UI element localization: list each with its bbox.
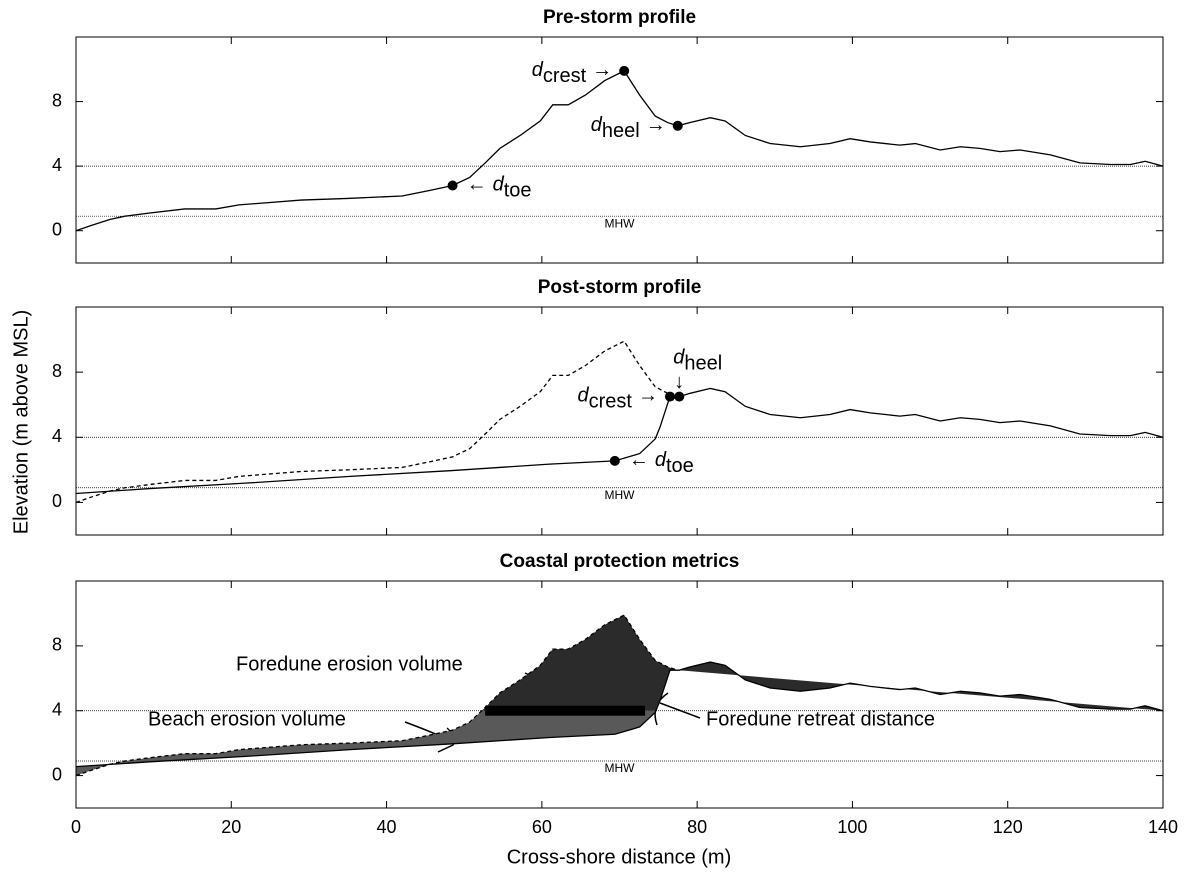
x-tick-label: 120	[993, 817, 1023, 837]
point	[664, 391, 675, 402]
arrow: ↓	[674, 371, 684, 393]
retreat-bar	[485, 705, 646, 716]
symbol: d	[591, 114, 603, 136]
retreat-label: Foredune retreat distance	[706, 708, 935, 730]
y-tick-label: 4	[52, 155, 62, 175]
y-tick-label: 8	[52, 90, 62, 110]
x-tick-label: 60	[532, 817, 552, 837]
profile-line	[75, 661, 1164, 768]
chart-title: Coastal protection metrics	[500, 551, 740, 572]
point-label: dcrest →	[532, 59, 612, 87]
x-tick-label: 40	[377, 817, 397, 837]
erosion-area	[481, 615, 1163, 711]
point-label: ← dtoe	[467, 174, 532, 202]
subscript: heel	[602, 120, 640, 142]
point	[672, 120, 683, 131]
symbol: d	[577, 385, 589, 407]
x-tick-label: 100	[837, 817, 867, 837]
point	[609, 455, 620, 466]
subscript: heel	[684, 353, 722, 375]
point	[447, 180, 458, 191]
area-label: Beach erosion volume	[148, 708, 346, 730]
symbol: d	[532, 59, 544, 81]
area-label: Foredune erosion volume	[236, 653, 463, 675]
point-label: dheel →	[591, 114, 666, 142]
x-tick-label: 20	[221, 817, 241, 837]
arrow: →	[638, 385, 658, 407]
chart-title: Pre-storm profile	[543, 7, 696, 28]
profile-line	[75, 614, 678, 777]
y-tick-label: 8	[52, 635, 62, 655]
x-tick-label: 80	[687, 817, 707, 837]
plot-frame	[75, 580, 1164, 809]
point	[674, 391, 685, 402]
arrow: ←	[629, 449, 649, 471]
point-label: ← dtoe	[629, 449, 694, 477]
y-tick-label: 4	[52, 426, 62, 446]
y-axis-label: Elevation (m above MSL)	[10, 310, 32, 535]
symbol: d	[673, 347, 685, 369]
symbol: d	[655, 449, 667, 471]
symbol: d	[493, 174, 505, 196]
point-label: dheel	[673, 347, 722, 375]
reference-label: MHW	[605, 761, 636, 775]
arrow: ←	[467, 174, 487, 196]
y-tick-label: 0	[52, 491, 62, 511]
plot-frame	[75, 36, 1164, 264]
subscript: crest	[543, 65, 587, 87]
profile-line	[75, 340, 678, 504]
subscript: crest	[589, 391, 633, 413]
arrow: →	[646, 114, 666, 136]
x-tick-label: 140	[1148, 817, 1178, 837]
reference-label: MHW	[605, 216, 636, 230]
reference-label: MHW	[605, 488, 636, 502]
point	[619, 65, 630, 76]
x-axis-label: Cross-shore distance (m)	[507, 846, 732, 868]
erosion-area	[76, 710, 1163, 776]
y-tick-label: 0	[52, 219, 62, 239]
profile-line	[75, 387, 1164, 495]
chart-title: Post-storm profile	[538, 277, 702, 298]
y-tick-label: 0	[52, 764, 62, 784]
plot-frame	[75, 306, 1164, 536]
y-tick-label: 4	[52, 699, 62, 719]
subscript: toe	[666, 455, 694, 477]
x-tick-label: 0	[71, 817, 81, 837]
profile-line	[75, 70, 1164, 232]
point-label: dcrest →	[577, 385, 657, 413]
arrow: →	[592, 59, 612, 81]
y-tick-label: 8	[52, 361, 62, 381]
subscript: toe	[504, 180, 532, 202]
